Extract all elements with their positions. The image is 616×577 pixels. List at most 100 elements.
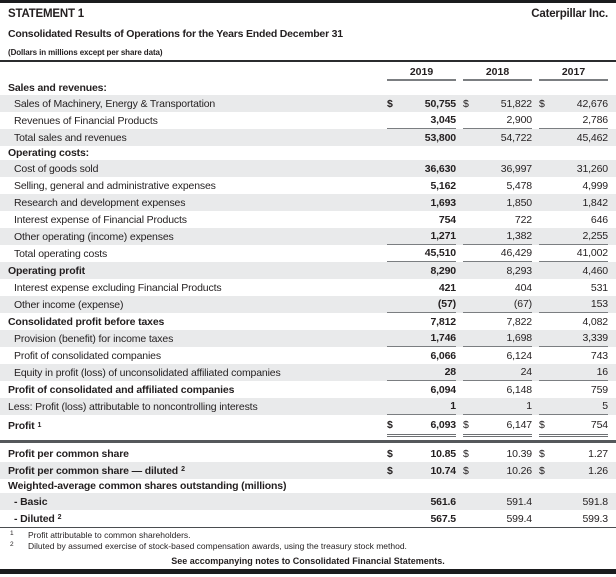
footnote-marker: 2 bbox=[57, 514, 62, 521]
value-2018: 722 bbox=[463, 211, 532, 228]
row-label: Other operating (income) expenses bbox=[8, 228, 380, 245]
cell-number: 646 bbox=[590, 213, 608, 226]
value-2019: 7,812 bbox=[387, 313, 456, 330]
value-2017: 591.8 bbox=[539, 493, 608, 510]
table-row: Profit of consolidated companies 6,066 6,1… bbox=[0, 347, 616, 364]
cell-number: 1,842 bbox=[582, 196, 608, 209]
row-label: Profit per common share bbox=[8, 445, 380, 462]
cell-number: 42,676 bbox=[576, 97, 608, 110]
cell-number: 10.26 bbox=[506, 464, 532, 477]
row-label: Profit of consolidated and affiliated co… bbox=[8, 381, 380, 398]
cell-number: 1.27 bbox=[588, 447, 608, 460]
cell-number: 31,260 bbox=[576, 162, 608, 175]
cell-number: 4,999 bbox=[582, 179, 608, 192]
row-label: Total operating costs bbox=[8, 245, 380, 262]
column-header-2017: 2017 bbox=[539, 64, 608, 81]
value-2018 bbox=[463, 146, 532, 160]
value-2018: (67) bbox=[463, 296, 532, 313]
row-label: Sales and revenues: bbox=[8, 81, 380, 95]
cell-number: 2,786 bbox=[582, 114, 608, 126]
value-2019: $10.74 bbox=[387, 462, 456, 479]
value-2017: $754 bbox=[539, 415, 608, 437]
currency-symbol: $ bbox=[387, 464, 393, 477]
currency-symbol: $ bbox=[387, 418, 393, 431]
value-2019 bbox=[387, 146, 456, 160]
table-row: Weighted-average common shares outstandi… bbox=[0, 479, 616, 493]
currency-symbol: $ bbox=[463, 418, 469, 431]
table-row: Revenues of Financial Products 3,045 2,900… bbox=[0, 112, 616, 129]
value-2018: 1,698 bbox=[463, 330, 532, 347]
value-2017: 759 bbox=[539, 381, 608, 398]
value-2019: 8,290 bbox=[387, 262, 456, 279]
cell-number: 5 bbox=[602, 400, 608, 412]
row-label-text: Research and development expenses bbox=[14, 196, 186, 209]
value-2019: 567.5 bbox=[387, 510, 456, 527]
table-row: Cost of goods sold 36,630 36,997 31,260 bbox=[0, 160, 616, 177]
cell-number: 599.4 bbox=[506, 512, 532, 525]
footnote-text: Diluted by assumed exercise of stock-bas… bbox=[28, 540, 407, 551]
cell-number: 36,997 bbox=[500, 162, 532, 175]
statement-title: Consolidated Results of Operations for t… bbox=[8, 28, 343, 40]
cell-number: 1,746 bbox=[430, 332, 456, 344]
value-2018: 24 bbox=[463, 364, 532, 381]
value-2017: 3,339 bbox=[539, 330, 608, 347]
row-label-text: Consolidated profit before taxes bbox=[8, 315, 165, 328]
value-2019: 36,630 bbox=[387, 160, 456, 177]
row-label-text: - Diluted bbox=[14, 512, 55, 525]
cell-number: 6,066 bbox=[430, 349, 456, 362]
value-2018 bbox=[463, 479, 532, 493]
currency-symbol: $ bbox=[539, 464, 545, 477]
cell-number: 53,800 bbox=[424, 131, 456, 144]
value-2019: 421 bbox=[387, 279, 456, 296]
statement-label: STATEMENT 1 bbox=[8, 8, 84, 20]
row-label: Profit per common share — diluted 2 bbox=[8, 462, 380, 479]
table-row: Equity in profit (loss) of unconsolidate… bbox=[0, 364, 616, 381]
row-label: Interest expense of Financial Products bbox=[8, 211, 380, 228]
currency-symbol: $ bbox=[387, 447, 393, 460]
row-label: Other income (expense) bbox=[8, 296, 380, 313]
value-2018: 7,822 bbox=[463, 313, 532, 330]
cell-number: 16 bbox=[596, 366, 609, 378]
cell-number: 1.26 bbox=[588, 464, 608, 477]
cell-number: 531 bbox=[590, 281, 608, 294]
cell-number: 6,124 bbox=[506, 349, 532, 362]
currency-symbol: $ bbox=[387, 97, 393, 110]
value-2019: 1,271 bbox=[387, 228, 456, 245]
cell-number: 51,822 bbox=[500, 97, 532, 110]
value-2017 bbox=[539, 479, 608, 493]
table-row: Total operating costs 45,510 46,429 41,002 bbox=[0, 245, 616, 262]
cell-number: 754 bbox=[590, 418, 608, 431]
footnote-marker: 1 bbox=[37, 421, 42, 429]
cell-number: 759 bbox=[590, 383, 608, 396]
row-label: Operating costs: bbox=[8, 146, 380, 160]
bottom-border bbox=[0, 569, 616, 574]
row-label: Equity in profit (loss) of unconsolidate… bbox=[8, 364, 380, 381]
cell-number: 45,510 bbox=[424, 247, 456, 259]
value-2017: 153 bbox=[539, 296, 608, 313]
value-2017: 16 bbox=[539, 364, 608, 381]
row-label-text: Total sales and revenues bbox=[14, 131, 127, 144]
row-label-text: Sales and revenues: bbox=[8, 82, 107, 94]
cell-number: 1 bbox=[526, 400, 532, 412]
row-label-text: Sales of Machinery, Energy & Transportat… bbox=[14, 97, 216, 110]
row-label-text: Less: Profit (loss) attributable to nonc… bbox=[8, 400, 258, 413]
cell-number: 6,093 bbox=[430, 418, 456, 431]
value-2019: $50,755 bbox=[387, 95, 456, 112]
row-label-text: - Basic bbox=[14, 495, 48, 508]
cell-number: 1,698 bbox=[506, 332, 532, 344]
table-row: Total sales and revenues 53,800 54,722 45,4… bbox=[0, 129, 616, 146]
table-bottom-rule bbox=[0, 527, 616, 528]
header-rule bbox=[0, 60, 616, 62]
row-label-text: Profit of consolidated companies bbox=[14, 349, 161, 362]
value-2019: 53,800 bbox=[387, 129, 456, 146]
cell-number: 2,900 bbox=[506, 114, 532, 126]
cell-number: 2,255 bbox=[582, 230, 608, 242]
value-2019: 5,162 bbox=[387, 177, 456, 194]
company-name: Caterpillar Inc. bbox=[531, 8, 608, 20]
value-2019: 1,746 bbox=[387, 330, 456, 347]
cell-number: 722 bbox=[514, 213, 532, 226]
row-label-text: Other operating (income) expenses bbox=[14, 230, 174, 243]
cell-number: 4,082 bbox=[582, 315, 608, 328]
cell-number: 4,460 bbox=[582, 264, 608, 277]
row-label: - Basic bbox=[8, 493, 380, 510]
